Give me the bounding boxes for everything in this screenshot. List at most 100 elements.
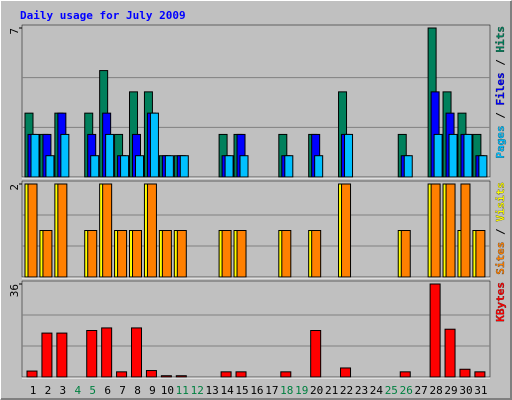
legend-label: Hits	[494, 26, 507, 53]
y-tick-label: 36	[8, 284, 21, 297]
bar	[87, 230, 98, 278]
legend: Pages / Files / Hits	[494, 26, 507, 159]
bar	[146, 183, 157, 278]
bar	[310, 330, 322, 378]
bar	[175, 375, 187, 378]
x-tick-label: 9	[149, 384, 156, 397]
x-tick-label: 24	[370, 384, 384, 397]
x-tick-label: 12	[191, 384, 204, 397]
bar	[132, 230, 143, 278]
bar	[120, 155, 130, 178]
legend-label: KBytes	[494, 282, 507, 322]
legend-label: Pages	[494, 125, 507, 158]
x-tick-label: 1	[30, 384, 37, 397]
bar	[460, 183, 471, 278]
x-tick-label: 17	[265, 384, 278, 397]
x-tick-label: 14	[220, 384, 234, 397]
bar	[463, 133, 473, 178]
bar	[101, 327, 113, 378]
x-tick-label: 18	[280, 384, 293, 397]
bar	[145, 370, 157, 378]
bar	[403, 155, 413, 178]
bar	[41, 332, 53, 378]
bar	[475, 230, 486, 278]
x-tick-label: 26	[400, 384, 413, 397]
bar	[236, 230, 247, 278]
bar	[30, 133, 40, 178]
bar	[57, 183, 68, 278]
x-tick-label: 11	[176, 384, 189, 397]
x-tick-label: 19	[295, 384, 308, 397]
bar	[161, 230, 172, 278]
bar	[281, 230, 292, 278]
x-tick-label: 23	[355, 384, 368, 397]
bar	[314, 155, 324, 178]
bar	[444, 328, 456, 378]
bar	[340, 367, 352, 378]
bar	[235, 371, 247, 378]
x-tick-label: 8	[134, 384, 141, 397]
bar	[42, 230, 53, 278]
x-tick-label: 31	[474, 384, 487, 397]
bar	[474, 371, 486, 378]
chart-title: Daily usage for July 2009	[20, 9, 186, 22]
x-tick-label: 28	[429, 384, 442, 397]
bar	[459, 368, 471, 378]
bar	[45, 155, 55, 178]
x-tick-label: 27	[415, 384, 428, 397]
legend-separator: /	[494, 53, 507, 73]
x-tick-label: 7	[119, 384, 126, 397]
legend: KBytes	[494, 282, 507, 322]
bar	[56, 332, 68, 378]
bar	[433, 133, 443, 178]
bar	[221, 230, 232, 278]
bar	[27, 183, 38, 278]
bar	[311, 230, 322, 278]
bar	[344, 133, 354, 178]
x-tick-label: 25	[385, 384, 398, 397]
x-tick-label: 6	[104, 384, 111, 397]
x-tick-label: 21	[325, 384, 338, 397]
bar	[131, 327, 143, 378]
x-tick-label: 22	[340, 384, 353, 397]
bar	[430, 183, 441, 278]
bar	[90, 155, 100, 178]
bar	[176, 230, 187, 278]
bar	[280, 371, 292, 378]
x-tick-label: 3	[60, 384, 67, 397]
bar	[448, 133, 458, 178]
x-tick-label: 29	[444, 384, 457, 397]
legend-separator: /	[494, 106, 507, 126]
bar	[399, 371, 411, 378]
bar	[149, 112, 159, 178]
bar	[86, 330, 98, 378]
legend-label: Files	[494, 72, 507, 105]
x-tick-label: 20	[310, 384, 323, 397]
plot-area	[21, 280, 491, 378]
bar	[117, 230, 128, 278]
bar	[179, 155, 189, 178]
x-tick-label: 13	[206, 384, 219, 397]
bar	[116, 371, 128, 378]
legend-label: Sites	[494, 242, 507, 275]
legend-separator: /	[494, 222, 507, 242]
bar	[284, 155, 294, 178]
x-tick-label: 30	[459, 384, 472, 397]
bar	[60, 133, 70, 178]
bar	[105, 133, 115, 178]
bar	[445, 183, 456, 278]
x-tick-label: 15	[235, 384, 248, 397]
x-tick-label: 4	[74, 384, 81, 397]
bar	[26, 370, 38, 378]
legend: Sites / Visits	[494, 182, 507, 275]
y-tick-label: 7	[8, 28, 21, 35]
bar	[164, 155, 174, 178]
x-tick-label: 2	[45, 384, 52, 397]
bar	[220, 371, 232, 378]
bar	[239, 155, 249, 178]
legend-label: Visits	[494, 182, 507, 222]
bar	[341, 183, 352, 278]
x-tick-label: 5	[89, 384, 96, 397]
